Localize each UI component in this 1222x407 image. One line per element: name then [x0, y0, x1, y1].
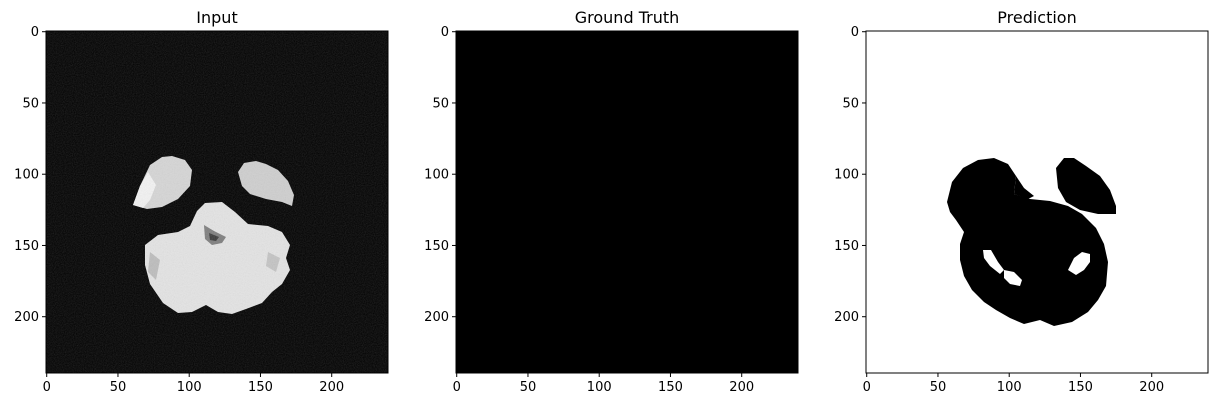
- mask-right-lobe: [1056, 158, 1116, 214]
- x-tick-label: 100: [177, 380, 202, 395]
- x-tick-label: 200: [729, 380, 754, 395]
- panel-title: Ground Truth: [575, 8, 680, 27]
- y-tick-label: 200: [14, 310, 39, 325]
- panel-title: Prediction: [997, 8, 1076, 27]
- x-tick-label: 200: [1139, 380, 1164, 395]
- panel-input: Input: [45, 8, 389, 374]
- x-tick-label: 0: [863, 380, 871, 395]
- x-tick-label: 50: [520, 380, 537, 395]
- x-tick-label: 100: [587, 380, 612, 395]
- y-tick-label: 150: [14, 239, 39, 254]
- y-tick-label: 150: [834, 239, 859, 254]
- y-tick-label: 0: [441, 25, 449, 40]
- y-tick-label: 50: [842, 96, 859, 111]
- y-tick-label: 100: [834, 168, 859, 183]
- x-tick-label: 0: [43, 380, 51, 395]
- panel-ground-truth: Ground Truth: [455, 8, 799, 374]
- x-tick-label: 150: [658, 380, 683, 395]
- brain-slice: [46, 31, 388, 373]
- y-tick-label: 150: [424, 239, 449, 254]
- y-tick-label: 0: [31, 25, 39, 40]
- y-tick-label: 0: [851, 25, 859, 40]
- mask-hole: [983, 250, 1004, 274]
- prediction-mask: [947, 158, 1116, 326]
- x-tick-label: 50: [110, 380, 127, 395]
- panel-prediction: Prediction: [865, 8, 1209, 374]
- y-tick-label: 50: [22, 96, 39, 111]
- y-tick-label: 200: [424, 310, 449, 325]
- x-tick-label: 150: [248, 380, 273, 395]
- panel-title: Input: [196, 8, 237, 27]
- y-tick-label: 200: [834, 310, 859, 325]
- y-tick-label: 50: [432, 96, 449, 111]
- ground-truth-image: [456, 31, 798, 373]
- x-tick-label: 150: [1068, 380, 1093, 395]
- x-tick-label: 50: [930, 380, 947, 395]
- y-tick-label: 100: [14, 168, 39, 183]
- x-tick-label: 0: [453, 380, 461, 395]
- x-tick-label: 200: [319, 380, 344, 395]
- x-tick-label: 100: [997, 380, 1022, 395]
- mask-hole: [1068, 252, 1090, 275]
- axis-ticks: 0 50 100 150 200 0 50 100 150 200 0 50 100 150 200 0 50 1…: [14, 25, 1164, 395]
- mask-left-lobe: [947, 158, 1108, 326]
- mask-hole: [1004, 270, 1022, 286]
- y-tick-label: 100: [424, 168, 449, 183]
